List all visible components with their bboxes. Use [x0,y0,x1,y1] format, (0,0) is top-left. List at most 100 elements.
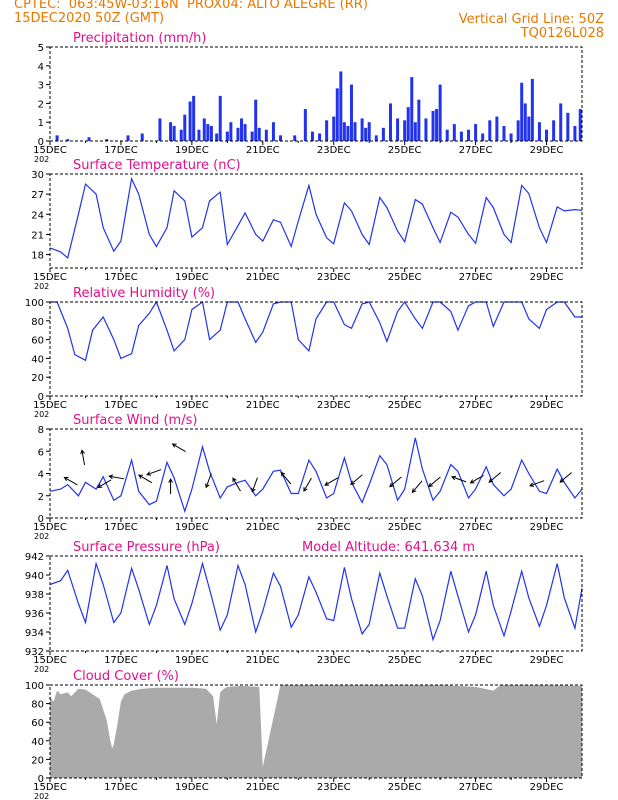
panel-title: Relative Humidity (%) [73,286,215,301]
wind-arrow-shaft [428,476,441,487]
x-tick-label: 17DEC [104,782,138,793]
y-tick-label: 30 [31,170,44,181]
precip-bar [523,103,527,141]
x-tick-label: 17DEC [104,522,138,533]
panel-frame [49,555,583,652]
x-tick-label: 27DEC [459,782,493,793]
wind-arrow-head [171,443,177,448]
precip-bar [481,133,485,141]
panel-title: Surface Pressure (hPa) [73,540,220,555]
x-tick-label: 15DEC [33,522,67,533]
precip-bar [509,133,513,141]
y-tick-label: 27 [31,190,44,201]
panel-0 [46,46,583,145]
x-tick-label: 19DEC [175,655,209,666]
series-line [49,437,583,514]
y-tick-label: 0 [38,514,44,525]
x-tick-label: 23DEC [317,782,351,793]
precip-bar [250,131,254,141]
precip-bar [467,129,471,141]
panel-frame [49,46,583,142]
wind-arrow-head [324,481,330,486]
precip-bar [578,109,582,141]
precip-bar [367,122,371,141]
y-tick-label: 1 [38,118,44,129]
x-tick-label: 19DEC [175,400,209,411]
panel-1 [46,173,583,272]
wind-arrow-shaft [412,480,423,493]
wind-arrow-shaft [559,472,572,483]
wind-arrow-head [303,487,308,493]
precip-bar [346,125,350,141]
wind-arrow-shaft [389,476,402,487]
wind-arrow-head [205,483,210,489]
y-tick-label: 80 [31,317,44,328]
wind-arrow-head [80,449,85,455]
precip-bar [240,118,244,141]
wind-arrows [63,443,572,495]
precip-bar [488,120,492,141]
precip-bar [559,103,563,141]
wind-arrow-head [529,482,535,487]
wind-arrow-shaft [324,477,339,486]
wind-arrow-head [428,482,433,488]
precip-bar [236,127,240,141]
precip-bar [158,118,162,141]
precip-bar [225,131,229,141]
y-tick-label: 942 [25,552,44,563]
wind-arrow-shaft [205,473,212,488]
series-line [49,176,583,259]
wind-arrow-shaft [97,479,112,488]
precip-bar [502,125,506,141]
header-datetime: 15DEC2020 50Z (GMT) [14,11,165,26]
precip-bar [318,133,322,141]
precip-bar [349,84,353,141]
precip-bar [527,116,531,141]
panel-3 [46,428,583,522]
precip-bar [353,122,357,141]
precip-bar [197,129,201,141]
precip-bar [530,78,534,141]
precip-bar [229,122,233,141]
wind-arrow-head [146,471,152,476]
y-tick-label: 4 [38,470,44,481]
wind-arrow-head [280,471,286,477]
precip-bar [87,137,91,141]
x-tick-label: 29DEC [530,522,564,533]
precip-bar [310,131,314,141]
x-tick-label: 25DEC [388,522,422,533]
wind-arrow-shaft [470,475,484,484]
x-tick-label: 29DEC [530,655,564,666]
x-tick-label: 25DEC [388,145,422,156]
wind-arrow-head [488,478,494,483]
x-tick-label: 29DEC [530,272,564,283]
wind-arrow-head [63,476,69,482]
header-grid-line: Vertical Grid Line: 50Z [458,12,604,27]
precip-bar [413,122,417,141]
y-tick-label: 938 [25,590,44,601]
x-tick-label: 29DEC [530,400,564,411]
precip-bar [552,120,556,141]
y-tick-label: 21 [31,230,44,241]
precip-bar [105,139,109,141]
x-tick-label: 19DEC [175,145,209,156]
x-tick-label: 27DEC [459,272,493,283]
wind-arrow-head [97,483,103,488]
precip-bar [381,127,385,141]
precip-bar [335,88,339,141]
wind-arrow-head [469,479,475,484]
wind-arrow-shaft [64,476,78,486]
y-tick-label: 0 [38,774,44,785]
precip-bar [452,124,456,141]
precip-bar [339,71,343,141]
cloud-area [50,685,582,778]
y-tick-label: 934 [25,628,44,639]
x-year-label: 202 [34,792,49,800]
wind-arrow-head [389,482,394,488]
y-tick-label: 20 [31,755,44,766]
wind-arrow-head [251,487,256,493]
precip-bar [271,122,275,141]
precip-bar [332,116,336,141]
y-tick-label: 0 [38,137,44,148]
precip-bar [396,118,400,141]
